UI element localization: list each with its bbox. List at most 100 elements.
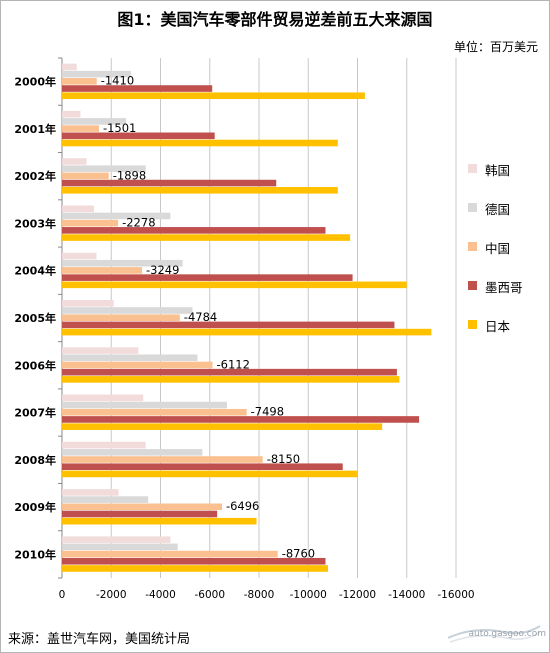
bar-日本 bbox=[62, 423, 383, 430]
bar-日本 bbox=[62, 234, 351, 241]
bar-中国 bbox=[62, 408, 247, 416]
bar-德国 bbox=[62, 354, 198, 362]
bar-韩国 bbox=[62, 158, 87, 165]
x-tick-label: -10000 bbox=[290, 589, 327, 601]
bar-德国 bbox=[62, 307, 193, 314]
bar-韩国 bbox=[62, 205, 95, 213]
bar-中国 bbox=[62, 267, 143, 274]
data-label: -4784 bbox=[184, 310, 217, 324]
x-tick-label: -4000 bbox=[145, 589, 176, 601]
category-label: 2002年 bbox=[14, 169, 56, 183]
bar-韩国 bbox=[62, 300, 114, 307]
bar-墨西哥 bbox=[62, 132, 215, 140]
legend-label: 中国 bbox=[485, 241, 511, 256]
legend-label: 墨西哥 bbox=[485, 280, 523, 295]
bar-日本 bbox=[62, 517, 257, 525]
bar-墨西哥 bbox=[62, 227, 326, 234]
bar-中国 bbox=[62, 78, 97, 85]
legend: 韩国德国中国墨西哥日本 bbox=[468, 160, 550, 355]
bar-墨西哥 bbox=[62, 510, 218, 518]
bar-德国 bbox=[62, 449, 203, 456]
data-label: -1898 bbox=[113, 168, 146, 182]
bar-韩国 bbox=[62, 441, 146, 449]
unit-label: 单位：百万美元 bbox=[453, 40, 538, 54]
data-label: -6496 bbox=[226, 499, 259, 513]
bar-韩国 bbox=[62, 252, 97, 260]
legend-swatch bbox=[468, 320, 477, 329]
bar-德国 bbox=[62, 259, 183, 267]
data-label: -8760 bbox=[282, 546, 315, 560]
watermark-text: auto.gasgoo.com bbox=[468, 629, 546, 639]
bar-韩国 bbox=[62, 110, 81, 118]
source-note: 来源：盖世汽车网，美国统计局 bbox=[8, 632, 191, 647]
category-label: 2008年 bbox=[14, 453, 56, 467]
bar-墨西哥 bbox=[62, 274, 353, 281]
bar-韩国 bbox=[62, 536, 171, 543]
legend-item: 韩国 bbox=[468, 160, 550, 186]
bar-中国 bbox=[62, 503, 222, 511]
legend-item: 日本 bbox=[468, 316, 550, 342]
bar-日本 bbox=[62, 470, 358, 478]
bar-中国 bbox=[62, 314, 180, 321]
category-label: 2005年 bbox=[14, 311, 56, 325]
bar-日本 bbox=[62, 328, 432, 336]
bar-墨西哥 bbox=[62, 416, 420, 423]
bar-日本 bbox=[62, 281, 407, 289]
bar-德国 bbox=[62, 70, 131, 78]
bar-中国 bbox=[62, 219, 119, 227]
category-label: 2006年 bbox=[14, 358, 56, 372]
bar-墨西哥 bbox=[62, 463, 343, 471]
legend-swatch bbox=[468, 281, 477, 290]
bar-中国 bbox=[62, 550, 278, 558]
bar-日本 bbox=[62, 376, 400, 383]
bar-德国 bbox=[62, 401, 227, 409]
x-tick-label: 0 bbox=[59, 589, 66, 601]
bar-墨西哥 bbox=[62, 321, 395, 329]
legend-swatch bbox=[468, 242, 477, 251]
bar-墨西哥 bbox=[62, 179, 277, 187]
data-label: -6112 bbox=[217, 357, 250, 371]
bar-墨西哥 bbox=[62, 85, 213, 92]
legend-swatch bbox=[468, 164, 477, 173]
category-label: 2009年 bbox=[14, 500, 56, 514]
legend-item: 中国 bbox=[468, 238, 550, 264]
x-tick-label: -14000 bbox=[388, 589, 425, 601]
x-tick-label: -12000 bbox=[339, 589, 376, 601]
bar-德国 bbox=[62, 496, 149, 503]
bar-中国 bbox=[62, 172, 109, 180]
x-tick-label: -16000 bbox=[437, 589, 474, 601]
bar-德国 bbox=[62, 543, 178, 551]
data-label: -1410 bbox=[101, 74, 134, 88]
bar-德国 bbox=[62, 118, 127, 125]
bar-中国 bbox=[62, 125, 99, 132]
bar-墨西哥 bbox=[62, 368, 397, 376]
bar-德国 bbox=[62, 212, 171, 220]
data-label: -8150 bbox=[267, 452, 300, 466]
data-label: -3249 bbox=[146, 263, 179, 277]
data-label: -2278 bbox=[122, 216, 155, 230]
category-label: 2004年 bbox=[14, 264, 56, 278]
bar-日本 bbox=[62, 92, 365, 100]
bar-韩国 bbox=[62, 347, 139, 354]
chart-title: 图1：美国汽车零部件贸易逆差前五大来源国 bbox=[117, 10, 433, 29]
watermark-logo bbox=[447, 625, 541, 643]
legend-label: 德国 bbox=[485, 202, 511, 217]
bar-日本 bbox=[62, 139, 338, 147]
bar-韩国 bbox=[62, 489, 119, 496]
data-label: -7498 bbox=[251, 405, 284, 419]
legend-swatch bbox=[468, 203, 477, 212]
category-label: 2000年 bbox=[14, 75, 56, 89]
legend-item: 墨西哥 bbox=[468, 277, 550, 303]
bar-中国 bbox=[62, 456, 263, 463]
bar-日本 bbox=[62, 565, 328, 572]
bar-中国 bbox=[62, 361, 213, 369]
data-label: -1501 bbox=[103, 121, 136, 135]
category-label: 2001年 bbox=[14, 122, 56, 136]
category-label: 2003年 bbox=[14, 216, 56, 230]
legend-label: 日本 bbox=[485, 319, 511, 334]
category-label: 2010年 bbox=[14, 547, 56, 561]
bar-日本 bbox=[62, 186, 338, 194]
x-tick-label: -2000 bbox=[96, 589, 127, 601]
bar-德国 bbox=[62, 165, 146, 172]
